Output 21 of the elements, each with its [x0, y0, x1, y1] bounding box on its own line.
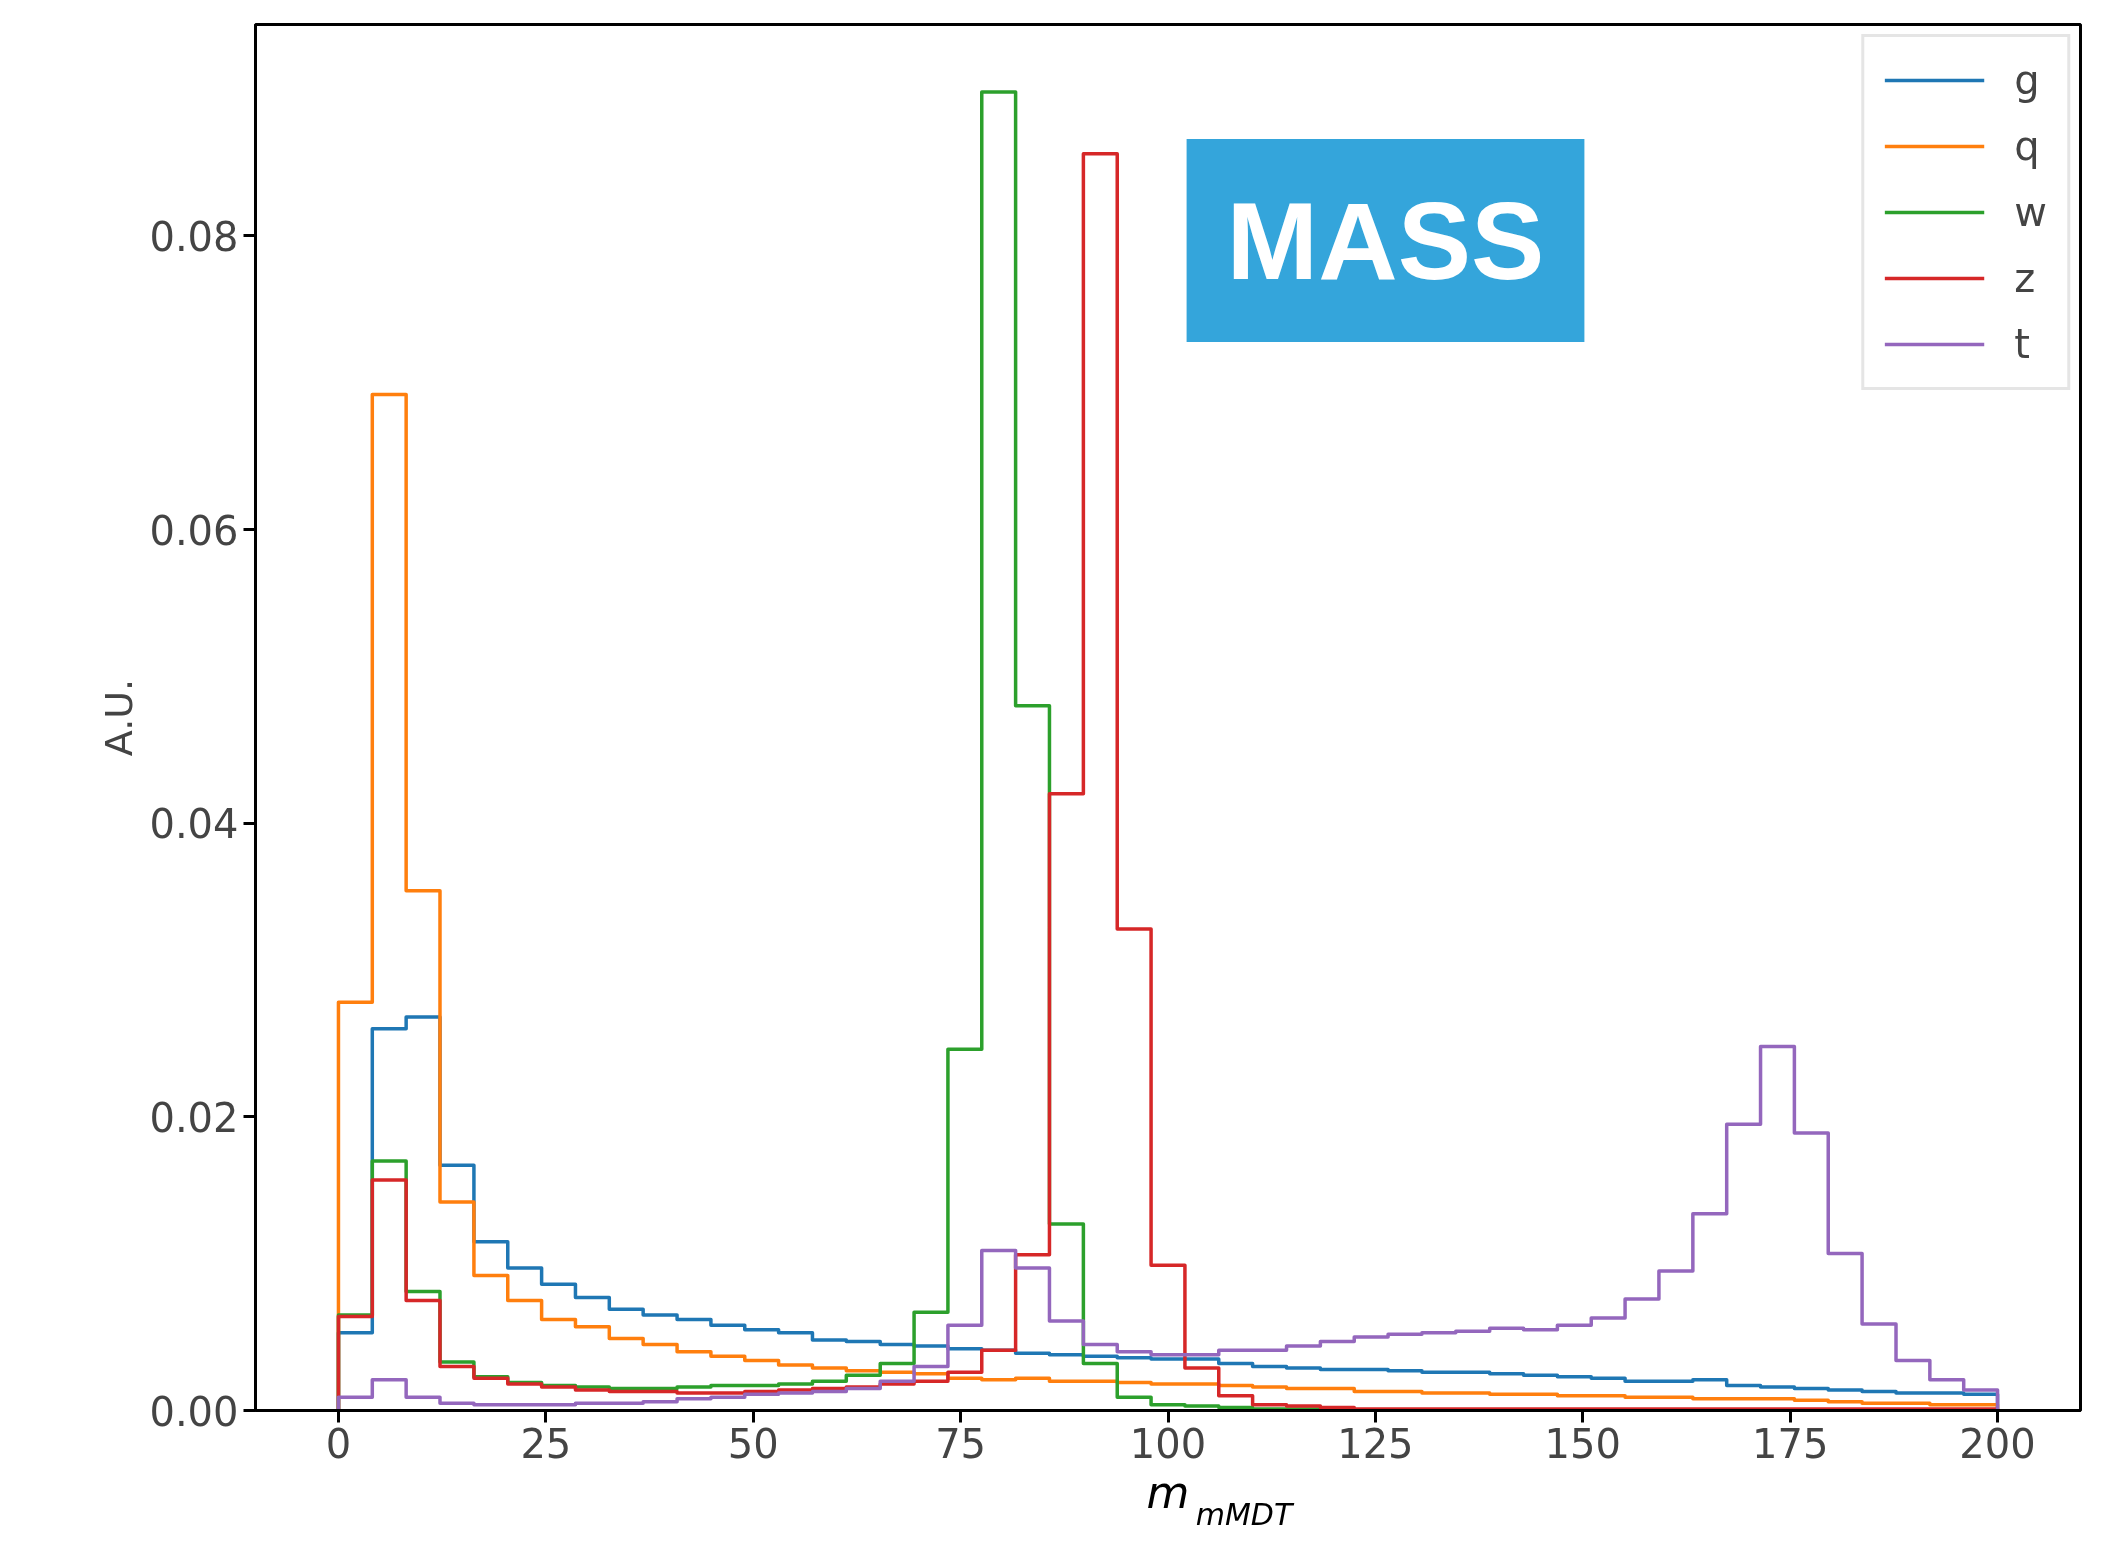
- legend-label: t: [2014, 321, 2031, 367]
- annotation: MASS: [1226, 179, 1545, 302]
- y-tick-label: 0.08: [149, 213, 239, 260]
- x-tick-label: 75: [935, 1420, 987, 1467]
- x-tick-label: 25: [520, 1420, 572, 1467]
- y-tick-label: 0.04: [149, 801, 239, 848]
- y-tick-label: 0.06: [149, 507, 239, 554]
- x-tick-label: 50: [727, 1420, 779, 1467]
- x-tick-label: 125: [1337, 1420, 1414, 1467]
- legend-label: q: [2014, 123, 2040, 169]
- y-axis-title: A.U.: [97, 678, 142, 757]
- legend-label: z: [2014, 255, 2036, 301]
- x-tick-label: 150: [1544, 1420, 1621, 1467]
- legend-label: g: [2014, 57, 2040, 103]
- y-tick-label: 0.02: [149, 1094, 239, 1141]
- x-tick-label: 100: [1129, 1420, 1207, 1467]
- legend-label: w: [2014, 189, 2047, 235]
- x-tick-label: 0: [325, 1420, 352, 1467]
- x-tick-label: 175: [1751, 1420, 1829, 1467]
- x-tick-label: 200: [1959, 1420, 2036, 1467]
- y-tick-label: 0.00: [149, 1388, 239, 1435]
